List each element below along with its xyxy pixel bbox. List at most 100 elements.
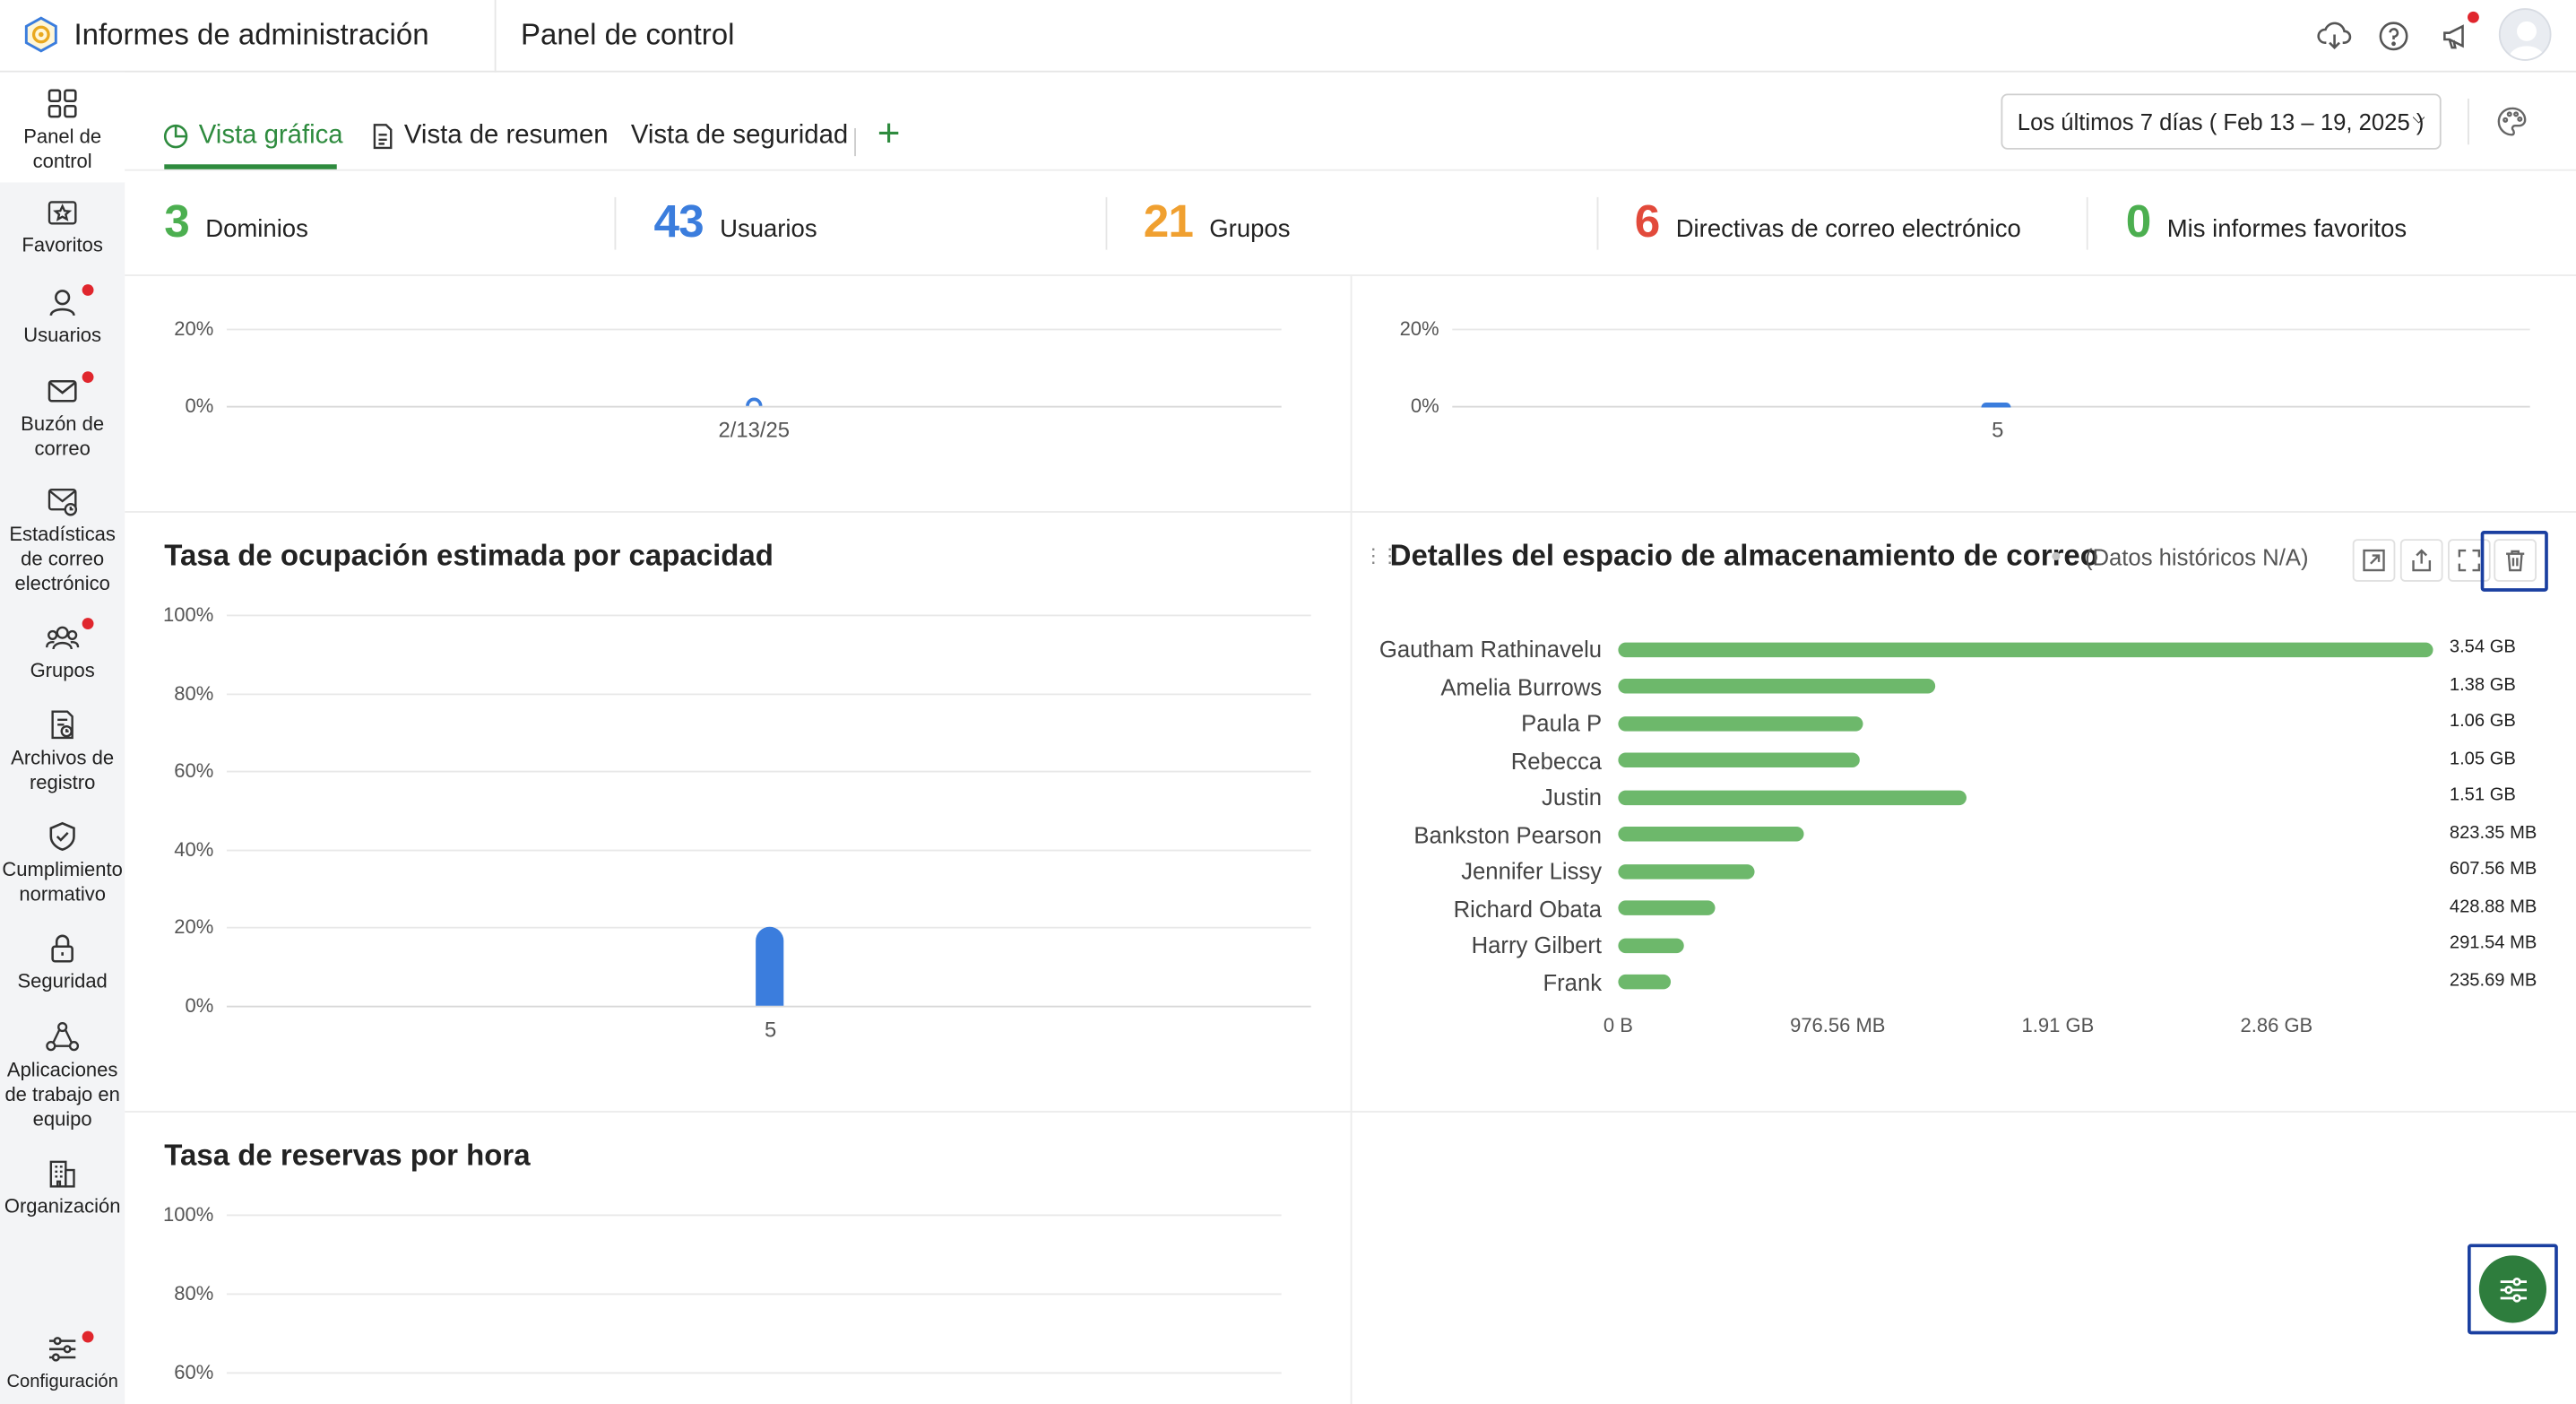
y-tick: 20% bbox=[174, 316, 214, 341]
cloud-download-icon[interactable] bbox=[2316, 18, 2352, 54]
sidebar-item-security[interactable]: Seguridad bbox=[0, 932, 125, 994]
gridline bbox=[226, 614, 1311, 617]
bar[interactable] bbox=[1618, 901, 1715, 916]
open-external-button[interactable] bbox=[2352, 539, 2396, 582]
stat-favorite-reports[interactable]: 0 Mis informes favoritos bbox=[2126, 195, 2407, 248]
x-tick: 2.86 GB bbox=[2240, 1013, 2313, 1037]
bar[interactable] bbox=[1618, 679, 1936, 694]
bar-label: Paula P bbox=[1521, 709, 1603, 737]
customize-button[interactable] bbox=[2478, 1255, 2546, 1323]
x-tick: 2/13/25 bbox=[718, 417, 791, 443]
sidebar-item-label: Panel de control bbox=[23, 125, 102, 173]
sidebar-item-label: Archivos de registro bbox=[11, 746, 115, 794]
avatar[interactable] bbox=[2498, 8, 2552, 61]
bar[interactable] bbox=[1618, 938, 1684, 953]
bar[interactable] bbox=[1618, 863, 1755, 880]
bar[interactable] bbox=[1618, 752, 1861, 768]
bar[interactable] bbox=[1618, 715, 1863, 731]
help-icon[interactable] bbox=[2375, 18, 2411, 54]
sidebar: Panel de control Favoritos Usuarios Buzó… bbox=[0, 72, 125, 1404]
lock-icon bbox=[51, 934, 73, 963]
bar-label: Amelia Burrows bbox=[1440, 672, 1603, 699]
team-apps-icon bbox=[46, 1021, 80, 1052]
stat-value: 6 bbox=[1634, 195, 1661, 247]
stat-value: 0 bbox=[2125, 195, 2152, 247]
mail-icon bbox=[48, 379, 77, 403]
y-tick: 60% bbox=[174, 759, 214, 783]
sidebar-item-favorites[interactable]: Favoritos bbox=[0, 195, 125, 258]
bar[interactable] bbox=[1981, 403, 2011, 408]
stat-groups[interactable]: 21 Grupos bbox=[1144, 195, 1291, 248]
delete-widget-button[interactable] bbox=[2494, 539, 2537, 582]
bar-value-label: 1.05 GB bbox=[2449, 749, 2516, 769]
stat-label: Usuarios bbox=[720, 215, 817, 244]
tab-graphic-view[interactable]: Vista gráfica bbox=[162, 122, 343, 152]
sidebar-item-settings[interactable]: Configuración bbox=[0, 1332, 125, 1395]
sidebar-item-team-apps[interactable]: Aplicaciones de trabajo en equipo bbox=[0, 1020, 125, 1132]
bar-label: Richard Obata bbox=[1453, 895, 1603, 922]
stat-email-policies[interactable]: 6 Directivas de correo electrónico bbox=[1635, 195, 2021, 248]
bar[interactable] bbox=[1618, 975, 1672, 991]
gridline bbox=[226, 1293, 1282, 1296]
gridline bbox=[226, 1005, 1311, 1008]
bar-value-label: 1.06 GB bbox=[2449, 711, 2516, 732]
sidebar-item-users[interactable]: Usuarios bbox=[0, 286, 125, 349]
drag-handle-icon[interactable]: ⋮⋮ bbox=[1363, 543, 1399, 568]
stat-domains[interactable]: 3 Dominios bbox=[164, 195, 308, 248]
announcement-icon[interactable] bbox=[2438, 18, 2474, 54]
highlight-box bbox=[2480, 531, 2548, 592]
bar[interactable] bbox=[1618, 641, 2433, 657]
tab-security-view[interactable]: Vista de seguridad bbox=[631, 122, 848, 152]
gridline bbox=[226, 328, 1282, 331]
sidebar-item-log-files[interactable]: Archivos de registro bbox=[0, 708, 125, 795]
bar[interactable] bbox=[1618, 827, 1803, 842]
dashboard-grid-icon bbox=[48, 89, 77, 118]
stat-users[interactable]: 43 Usuarios bbox=[653, 195, 817, 248]
bar-label: Gautham Rathinavelu bbox=[1379, 636, 1603, 663]
sidebar-item-organization[interactable]: Organización bbox=[0, 1157, 125, 1219]
date-range-select[interactable]: Los últimos 7 días ( Feb 13 – 19, 2025 )… bbox=[2001, 93, 2442, 150]
bar-label: Frank bbox=[1543, 969, 1603, 996]
sidebar-item-label: Grupos bbox=[30, 658, 95, 682]
stat-value: 43 bbox=[653, 195, 704, 247]
panel-divider bbox=[125, 1111, 2576, 1113]
sidebar-item-label: Cumplimiento normativo bbox=[2, 857, 123, 906]
tab-label: Vista de resumen bbox=[403, 121, 609, 150]
sidebar-item-mail-stats[interactable]: Estadísticas de correo electrónico bbox=[0, 485, 125, 597]
panel-divider bbox=[1350, 275, 1353, 1404]
y-tick: 40% bbox=[174, 837, 214, 862]
stat-value: 3 bbox=[164, 195, 190, 247]
capacity-panel-title: Tasa de ocupación estimada por capacidad bbox=[164, 539, 774, 572]
highlight-box bbox=[2468, 1244, 2558, 1335]
header-divider bbox=[494, 0, 497, 73]
add-tab-button[interactable]: + bbox=[877, 111, 901, 157]
bar[interactable] bbox=[756, 927, 784, 1006]
shield-check-icon bbox=[49, 821, 75, 851]
share-button[interactable] bbox=[2399, 539, 2443, 582]
bar-label: Jennifer Lissy bbox=[1461, 858, 1603, 885]
notification-dot bbox=[82, 371, 94, 384]
fullscreen-button[interactable] bbox=[2448, 539, 2491, 582]
sidebar-item-dashboard[interactable]: Panel de control bbox=[0, 72, 125, 183]
bar[interactable] bbox=[1618, 790, 1967, 805]
data-point[interactable] bbox=[742, 391, 765, 407]
sidebar-item-compliance[interactable]: Cumplimiento normativo bbox=[0, 820, 125, 907]
panel-divider bbox=[125, 511, 2576, 513]
sidebar-item-mailbox[interactable]: Buzón de correo bbox=[0, 375, 125, 462]
tab-summary-view[interactable]: Vista de resumen bbox=[371, 121, 609, 152]
palette-icon[interactable] bbox=[2495, 105, 2528, 138]
storage-panel-title: Detalles del espacio de almacenamiento d… bbox=[1389, 539, 2098, 572]
historical-data-note: (Datos históricos N/A) bbox=[2084, 543, 2309, 571]
tab-label: Vista de seguridad bbox=[630, 121, 849, 150]
bar-label: Justin bbox=[1542, 784, 1603, 810]
sidebar-item-label: Seguridad bbox=[17, 969, 108, 993]
pie-chart-icon bbox=[163, 124, 188, 149]
bar-value-label: 428.88 MB bbox=[2449, 897, 2537, 917]
stat-divider bbox=[1105, 196, 1108, 250]
y-tick: 80% bbox=[174, 1281, 214, 1305]
document-icon bbox=[373, 124, 393, 150]
sidebar-item-label: Favoritos bbox=[22, 233, 103, 256]
stat-label: Dominios bbox=[205, 215, 308, 244]
sidebar-item-groups[interactable]: Grupos bbox=[0, 621, 125, 684]
mail-stats-icon bbox=[48, 489, 78, 516]
